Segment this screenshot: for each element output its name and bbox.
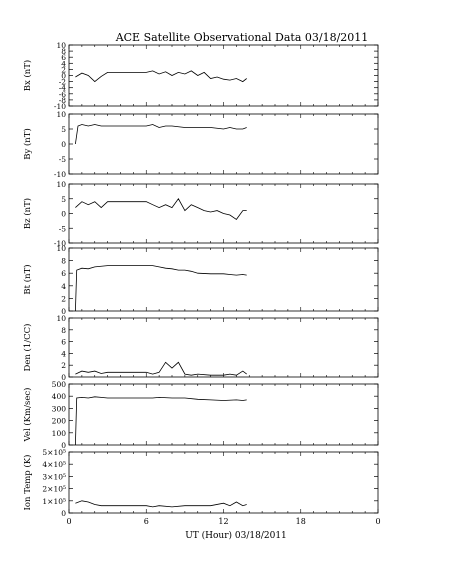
x-tick-label: 6 [144,517,149,526]
y-tick-label: 10 [56,41,66,50]
y-tick-label: 6 [61,53,66,62]
series-line [75,198,247,220]
panel-frame [68,317,379,378]
y-axis-label: Ion Temp (K) [22,455,33,511]
y-axis-label: By (nT) [22,128,33,160]
y-tick-label: 5 [61,125,66,134]
y-tick-label: 2×10⁵ [42,485,66,494]
panel-frame [68,247,379,312]
series-line [75,265,247,312]
series-line [75,500,247,508]
series-line [75,124,247,145]
panel-frame [68,383,379,446]
chart-title: ACE Satellite Observational Data 03/18/2… [115,31,369,44]
y-tick-label: 0 [61,210,66,219]
series-line [75,396,247,446]
panel-frame [68,113,379,175]
y-tick-label: 300 [52,404,67,413]
y-tick-label: 5×10⁵ [42,448,66,457]
y-tick-label: 500 [52,380,67,389]
y-tick-label: 4×10⁵ [42,460,66,469]
y-tick-label: 400 [52,392,67,401]
y-tick-label: 0 [61,509,66,518]
y-axis-label: Bx (nT) [22,60,33,92]
y-tick-label: 100 [52,429,67,438]
y-tick-label: 6 [61,269,66,278]
y-tick-label: 2 [61,361,66,370]
y-tick-label: -6 [59,90,67,99]
y-tick-label: 0 [61,441,66,450]
series-line [75,361,247,376]
x-tick-label: 0 [66,517,71,526]
y-tick-label: 200 [52,417,67,426]
y-tick-label: 8 [61,47,66,56]
series-line [75,70,247,83]
y-tick-label: -5 [59,224,67,233]
y-tick-label: -10 [54,170,66,179]
y-tick-label: 8 [61,257,66,266]
y-tick-label: 8 [61,326,66,335]
y-axis-label: Bz (nT) [22,198,33,229]
x-tick-label: 0 [375,517,380,526]
y-tick-label: 3×10⁵ [42,472,66,481]
y-tick-label: 0 [61,373,66,382]
x-axis-label: UT (Hour) 03/18/2011 [185,530,287,541]
y-tick-label: 0 [61,307,66,316]
y-tick-label: 10 [56,180,66,189]
y-tick-label: 5 [61,195,66,204]
y-tick-label: 10 [56,244,66,253]
y-tick-label: -5 [59,155,67,164]
y-tick-label: 6 [61,338,66,347]
y-tick-label: 10 [56,314,66,323]
y-axis-label: Vel (Km/sec) [22,388,33,443]
x-tick-label: 18 [296,517,306,526]
y-axis-label: Den (1/CC) [22,324,33,372]
y-tick-label: 4 [61,59,66,68]
y-tick-label: 2 [61,294,66,303]
y-tick-label: -2 [59,78,67,87]
y-tick-label: 4 [61,282,66,291]
y-tick-label: -8 [59,96,67,105]
x-tick-label: 12 [218,517,228,526]
panel-frame [68,451,379,514]
y-tick-label: 1×10⁵ [42,497,66,506]
y-tick-label: 0 [61,140,66,149]
y-tick-label: -4 [59,84,67,93]
y-tick-label: 10 [56,110,66,119]
y-tick-label: -10 [54,102,66,111]
y-tick-label: 0 [61,72,66,81]
y-tick-label: -10 [54,239,66,248]
y-tick-label: 2 [61,65,66,74]
panel-frame [68,44,379,107]
y-tick-label: 4 [61,349,66,358]
y-axis-label: Bt (nT) [22,264,33,294]
